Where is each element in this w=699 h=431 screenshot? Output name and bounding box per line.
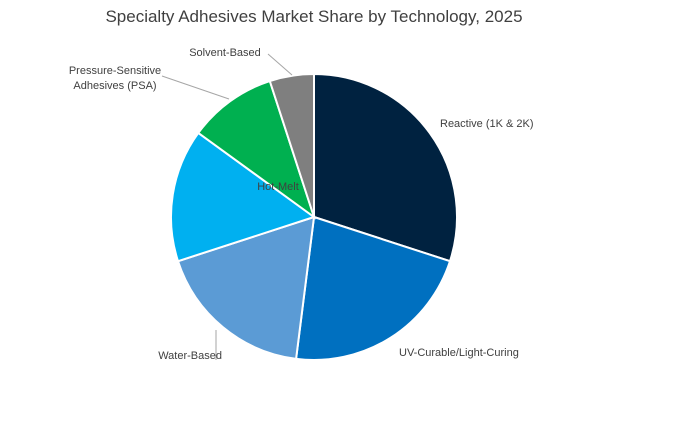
leader-lines bbox=[161, 53, 293, 360]
slice-label: Water-Based bbox=[158, 350, 222, 362]
pie-slices bbox=[170, 72, 458, 361]
slice-label: Hot-Melt bbox=[257, 181, 299, 193]
pie-slice-solvent-based bbox=[268, 72, 315, 218]
leader-line bbox=[161, 75, 230, 100]
pie-slice-uv-curable-light-curing bbox=[294, 215, 452, 361]
pie-slice-hot-melt bbox=[170, 131, 317, 263]
leader-line bbox=[267, 53, 293, 76]
slice-label: Reactive (1K & 2K) bbox=[440, 118, 534, 130]
chart-title: Specialty Adhesives Market Share by Tech… bbox=[105, 7, 522, 26]
slice-label: Pressure-Sensitive Adhesives (PSA) bbox=[69, 65, 161, 92]
slice-label: Solvent-Based bbox=[189, 47, 261, 59]
pie-slice-pressure-sensitive-adhesives-psa bbox=[196, 79, 316, 220]
pie-slice-reactive-1k-2k bbox=[313, 72, 458, 263]
pie-slice-water-based bbox=[176, 215, 316, 360]
slice-label: UV-Curable/Light-Curing bbox=[399, 347, 519, 359]
slice-labels: Reactive (1K & 2K) UV-Curable/Light-Curin… bbox=[69, 47, 534, 362]
